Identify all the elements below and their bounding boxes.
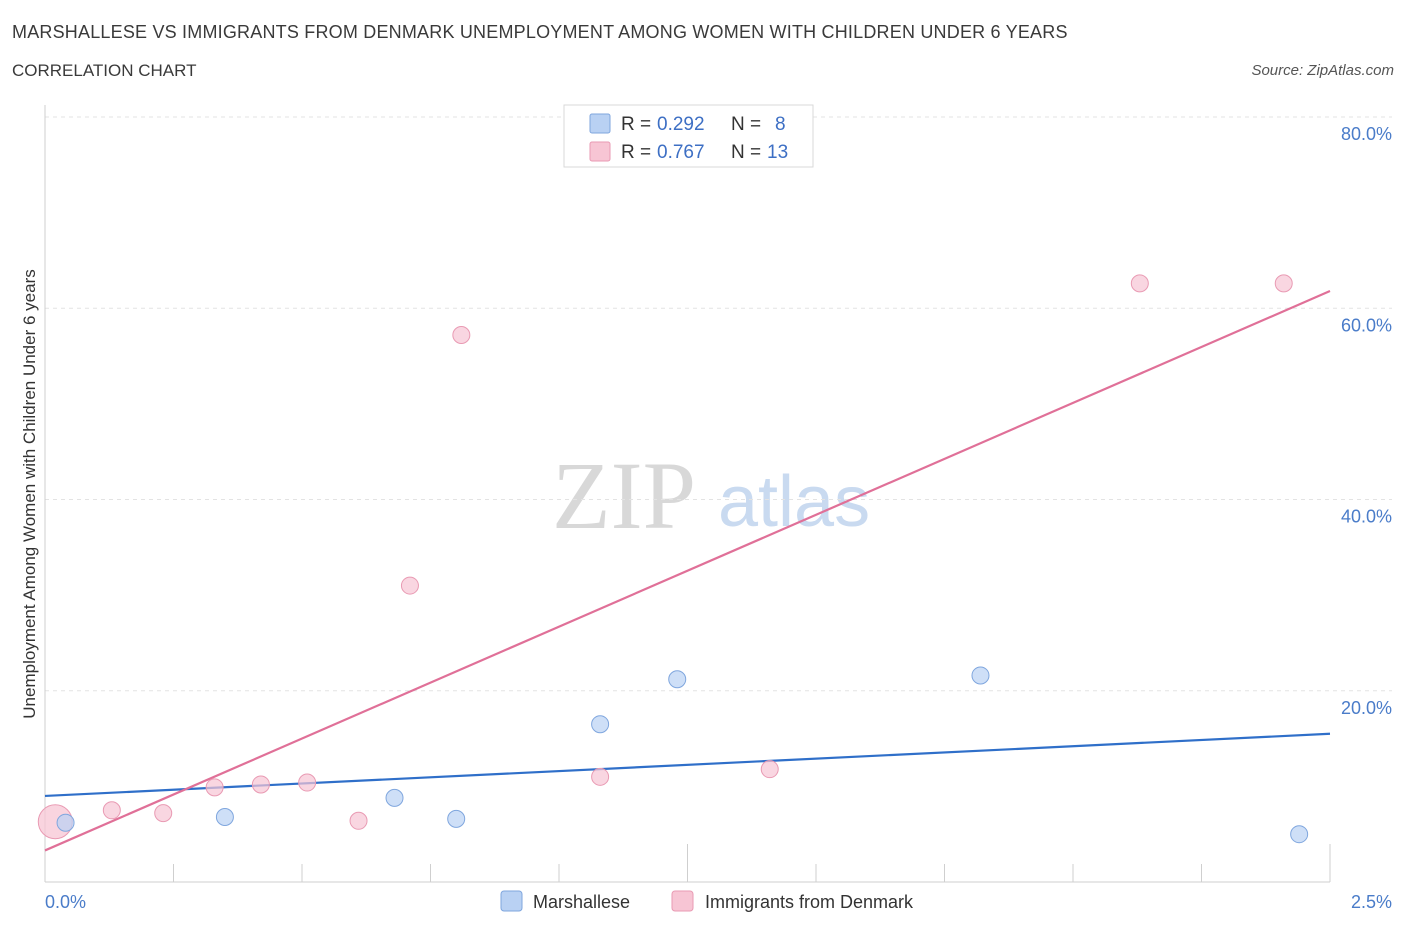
point-marshallese-2 xyxy=(385,788,404,807)
point-denmark-7 xyxy=(400,576,419,595)
axes xyxy=(44,105,1331,883)
legend-r-value-2: 0.767 xyxy=(657,142,705,163)
series-legend: Marshallese Immigrants from Denmark xyxy=(500,890,914,912)
point-denmark-10 xyxy=(760,760,779,779)
point-marshallese-3 xyxy=(447,809,466,828)
x-tick-label-max: 2.5% xyxy=(1351,892,1392,912)
point-denmark-3 xyxy=(205,778,224,797)
chart-subtitle: CORRELATION CHART xyxy=(12,61,197,80)
gridlines xyxy=(45,116,1392,692)
y-tick-label-40: 40.0% xyxy=(1341,507,1392,527)
y-tick-label-20: 20.0% xyxy=(1341,698,1392,718)
bottom-legend-swatch-denmark xyxy=(671,890,694,912)
watermark: ZIP atlas xyxy=(552,442,870,549)
point-denmark-1 xyxy=(102,801,121,820)
legend-swatch-denmark xyxy=(589,141,611,162)
y-tick-label-80: 80.0% xyxy=(1341,124,1392,144)
legend-r-label-1: R = xyxy=(621,114,651,135)
point-denmark-9 xyxy=(591,767,610,786)
bottom-legend-label-denmark: Immigrants from Denmark xyxy=(705,892,914,912)
y-tick-label-60: 60.0% xyxy=(1341,315,1392,335)
point-denmark-5 xyxy=(298,773,317,792)
trend-line-marshallese xyxy=(44,732,1331,798)
bottom-legend-label-marshallese: Marshallese xyxy=(533,892,630,912)
bottom-legend-swatch-marshallese xyxy=(500,890,523,912)
point-denmark-8 xyxy=(452,326,471,345)
trend-line-denmark xyxy=(44,290,1331,852)
legend-r-value-1: 0.292 xyxy=(657,114,705,135)
point-denmark-12 xyxy=(1274,274,1293,293)
point-denmark-4 xyxy=(251,775,270,794)
legend-n-label-2: N = xyxy=(731,142,761,163)
watermark-zip: ZIP xyxy=(552,442,696,549)
point-marshallese-4 xyxy=(591,715,610,734)
y-axis-label: Unemployment Among Women with Children U… xyxy=(20,269,39,718)
chart-title: MARSHALLESE VS IMMIGRANTS FROM DENMARK U… xyxy=(12,22,1068,42)
source-credit: Source: ZipAtlas.com xyxy=(1251,62,1394,79)
y-tick-labels: 20.0% 40.0% 60.0% 80.0% xyxy=(1341,124,1392,718)
point-denmark-6 xyxy=(349,811,368,830)
legend-n-label-1: N = xyxy=(731,114,761,135)
legend-swatch-marshallese xyxy=(589,113,611,134)
data-points xyxy=(37,274,1309,844)
point-denmark-11 xyxy=(1130,274,1149,293)
trend-lines xyxy=(44,290,1331,852)
legend-r-label-2: R = xyxy=(621,142,651,163)
point-marshallese-1 xyxy=(215,807,234,826)
point-marshallese-5 xyxy=(668,670,687,689)
legend-n-value-1: 8 xyxy=(775,114,786,135)
stats-legend: R = 0.292 N = 8 R = 0.767 N = 13 xyxy=(563,104,814,168)
point-marshallese-7 xyxy=(1290,825,1309,844)
point-marshallese-0 xyxy=(56,813,75,832)
point-denmark-2 xyxy=(154,804,173,823)
legend-n-value-2: 13 xyxy=(767,142,788,163)
point-marshallese-6 xyxy=(971,666,990,685)
x-tick-labels: 0.0% 2.5% xyxy=(45,892,1392,912)
x-tick-label-min: 0.0% xyxy=(45,892,86,912)
